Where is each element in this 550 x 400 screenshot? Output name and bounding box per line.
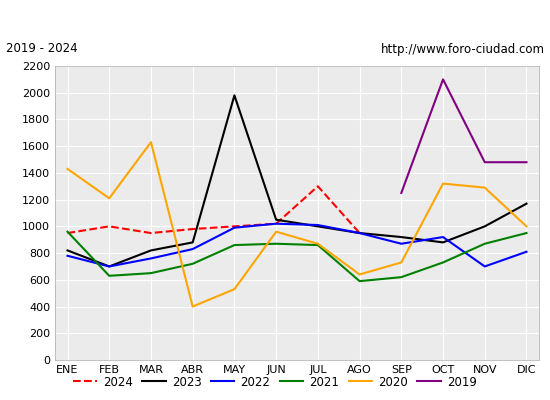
- Text: http://www.foro-ciudad.com: http://www.foro-ciudad.com: [381, 42, 544, 56]
- Text: Evolucion Nº Turistas Nacionales en el municipio de Ajalvir: Evolucion Nº Turistas Nacionales en el m…: [23, 10, 527, 26]
- Legend: 2024, 2023, 2022, 2021, 2020, 2019: 2024, 2023, 2022, 2021, 2020, 2019: [69, 371, 481, 393]
- Text: 2019 - 2024: 2019 - 2024: [6, 42, 77, 56]
